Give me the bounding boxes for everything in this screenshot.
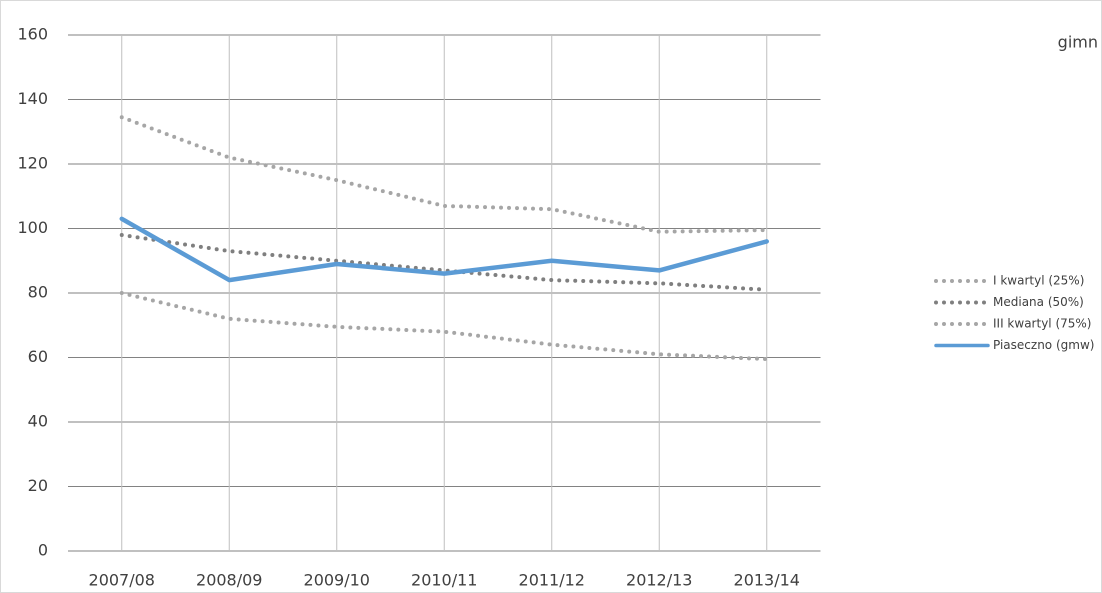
y-tick-label: 40: [28, 412, 48, 431]
y-tick-label: 80: [28, 283, 48, 302]
y-tick-label: 160: [17, 25, 48, 44]
legend-label: I kwartyl (25%): [993, 274, 1084, 288]
legend-label: Mediana (50%): [993, 295, 1084, 309]
y-tick-label: 120: [17, 154, 48, 173]
series-line: [119, 216, 769, 283]
legend-label: Piaseczno (gmw): [993, 338, 1094, 352]
y-tick-label: 140: [17, 89, 48, 108]
y-tick-label: 60: [28, 347, 48, 366]
x-tick-label: 2011/12: [519, 571, 585, 590]
x-tick-label: 2013/14: [734, 571, 800, 590]
series-line: [119, 291, 769, 362]
legend-label: III kwartyl (75%): [993, 317, 1091, 331]
x-tick-label: 2008/09: [196, 571, 262, 590]
y-tick-label: 0: [38, 541, 48, 560]
y-tick-label: 20: [28, 476, 48, 495]
series-line: [119, 115, 769, 234]
y-tick-label: 100: [17, 218, 48, 237]
x-tick-label: 2009/10: [304, 571, 370, 590]
chart-title: gimn: [1058, 33, 1098, 52]
x-tick-label: 2007/08: [89, 571, 155, 590]
x-tick-label: 2012/13: [626, 571, 692, 590]
x-tick-label: 2010/11: [411, 571, 477, 590]
